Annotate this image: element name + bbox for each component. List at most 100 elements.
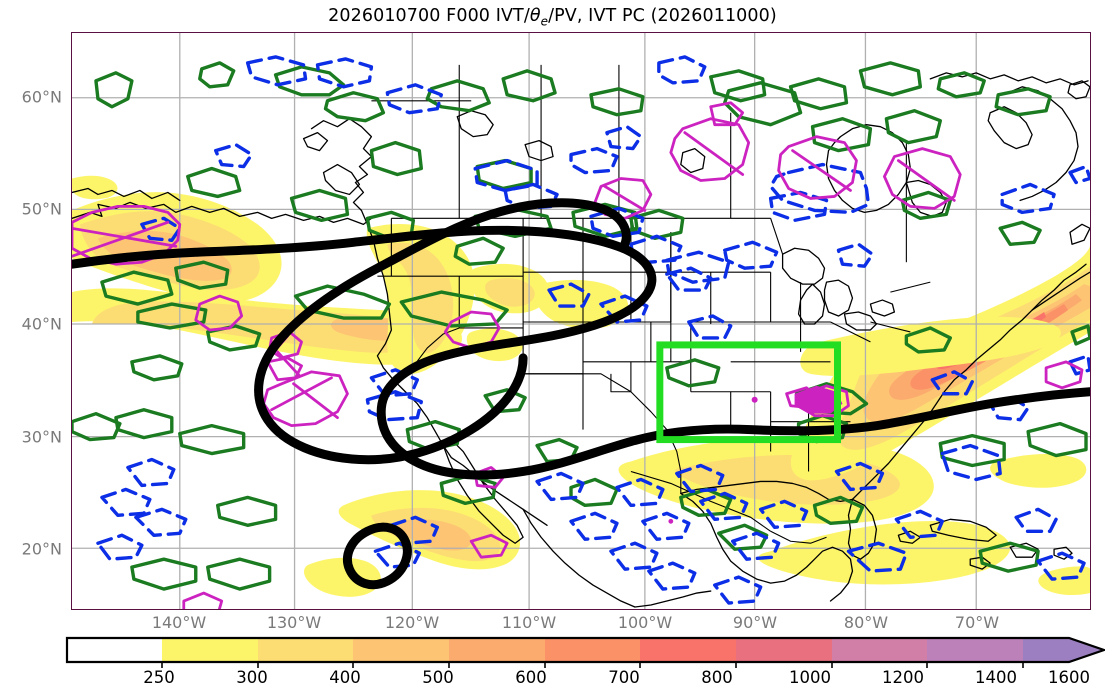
xtick-110W: 110°W <box>501 613 557 632</box>
cbtick-250: 250 <box>143 668 175 687</box>
ytick-60N: 60°N <box>21 87 62 107</box>
ivt-colorbar[interactable] <box>65 636 1105 668</box>
cbtick-1000: 1000 <box>789 668 831 687</box>
coastline-lake-athabasca <box>524 139 554 162</box>
cb-seg-400-500 <box>353 637 449 663</box>
coastline-haida-gwaii <box>302 132 329 152</box>
cb-seg-300-400 <box>258 637 353 663</box>
coastline-florida <box>847 498 878 560</box>
colorbar-segments <box>66 637 1104 663</box>
cb-extend-arrow <box>1069 637 1104 663</box>
colorbar-outline <box>65 636 1105 664</box>
coastline-arctic <box>929 72 1089 86</box>
ivt-contour-250-n <box>1038 566 1090 596</box>
coastline-hispaniola <box>1009 542 1039 558</box>
coastline-lake-huron <box>823 279 854 317</box>
coastline-vancouver-island <box>322 163 361 196</box>
cb-seg-800-1000 <box>736 637 832 663</box>
xtick-90W: 90°W <box>732 613 778 632</box>
coastline-mexico-west <box>522 508 636 608</box>
title-forecast-hour: F000 <box>446 6 491 26</box>
title-theta-subscript: e <box>540 14 549 29</box>
map-canvas <box>72 33 1090 609</box>
gridlines <box>72 33 1090 609</box>
title-fields-pre: IVT/ <box>495 6 530 26</box>
title-close-paren: ) <box>769 6 777 26</box>
xtick-140W: 140°W <box>151 613 207 632</box>
coastline-lake-winnipeg <box>680 147 706 174</box>
cbtick-700: 700 <box>608 668 640 687</box>
coastline-baffin <box>1067 80 1090 100</box>
border-mexico-states <box>630 470 771 532</box>
cbtick-800: 800 <box>701 668 733 687</box>
border-us-canada-lakes <box>770 218 784 255</box>
ytick-30N: 30°N <box>21 427 62 447</box>
coastline-us-east <box>851 271 1090 501</box>
title-theta-symbol: θ <box>529 6 541 26</box>
theta-e-blue-contours <box>96 55 1090 605</box>
ivt-contour-250-j <box>758 521 1011 585</box>
coastline-bc <box>310 118 373 212</box>
xtick-130W: 130°W <box>266 613 322 632</box>
coastline-hudson-bay <box>825 124 912 214</box>
title-fields-post: /PV, IVT PC ( <box>548 6 658 26</box>
cbtick-1200: 1200 <box>882 668 924 687</box>
ivt-contour-300-b <box>91 301 432 353</box>
title-valid-time: 2026011000 <box>657 6 770 26</box>
coastline-labrador <box>1007 86 1079 202</box>
cb-seg-500-600 <box>449 637 545 663</box>
coastline-lake-erie <box>843 311 878 331</box>
coastline-lake-ontario <box>869 299 896 317</box>
cb-seg-600-700 <box>545 637 640 663</box>
cbtick-1600: 1600 <box>1048 668 1090 687</box>
border-ok-panhandle <box>610 361 632 393</box>
coastline-lake-superior <box>781 247 826 285</box>
coastline-ungava <box>987 106 1033 150</box>
cbtick-300: 300 <box>236 668 268 687</box>
coastline-lake-michigan <box>797 283 826 325</box>
xtick-120W: 120°W <box>384 613 440 632</box>
cbtick-600: 600 <box>515 668 547 687</box>
coastline-mexico-south <box>634 590 712 608</box>
coastline-great-slave-lake <box>456 110 494 138</box>
colorbar-canvas <box>65 636 1105 668</box>
cb-seg-1000-1200 <box>832 637 927 663</box>
political-borders-layer <box>371 64 931 544</box>
coastline-baja <box>442 440 524 544</box>
theta-e-magenta-filled <box>794 385 843 414</box>
coastline-gulf-mexico <box>680 492 854 602</box>
title-init-time: 2026010700 <box>328 6 441 26</box>
cbtick-500: 500 <box>422 668 454 687</box>
cb-seg-250-300 <box>162 637 258 663</box>
coastline-newfoundland <box>1069 223 1090 245</box>
cbtick-400: 400 <box>329 668 361 687</box>
ytick-20N: 20°N <box>21 539 62 559</box>
cb-seg-700-800 <box>640 637 736 663</box>
cb-seg-1200-1400 <box>927 637 1023 663</box>
pv-contours <box>72 198 1090 590</box>
coastline-alaska-islands <box>72 187 181 202</box>
border-va-md <box>870 321 911 333</box>
coastline-maritimes <box>1031 263 1087 311</box>
coastline-cuba <box>929 518 997 542</box>
colorbar-ticks <box>161 663 1024 668</box>
ytick-50N: 50°N <box>21 199 62 219</box>
xtick-70W: 70°W <box>954 613 1000 632</box>
cb-seg-lt250 <box>66 637 162 663</box>
page-title: 2026010700 F000 IVT/θe/PV, IVT PC (20260… <box>0 6 1105 29</box>
ivt-pc-box[interactable] <box>656 341 841 444</box>
ivt-contour-250-h <box>304 557 381 597</box>
ivt-contour-250-e <box>534 279 629 329</box>
map-plot-area[interactable] <box>71 32 1091 610</box>
cb-seg-1400-1600 <box>1023 637 1069 663</box>
theta-e-magenta-contours <box>72 101 1084 609</box>
border-mexico-guatemala <box>770 530 827 544</box>
xtick-100W: 100°W <box>617 613 673 632</box>
ivt-contour-300-d <box>485 278 535 307</box>
cbtick-1400: 1400 <box>975 668 1017 687</box>
ivt-contour-250-o <box>72 175 118 200</box>
ivt-contour-250-m <box>990 454 1087 488</box>
ytick-40N: 40°N <box>21 314 62 334</box>
border-ca-nv-diag <box>414 327 460 365</box>
